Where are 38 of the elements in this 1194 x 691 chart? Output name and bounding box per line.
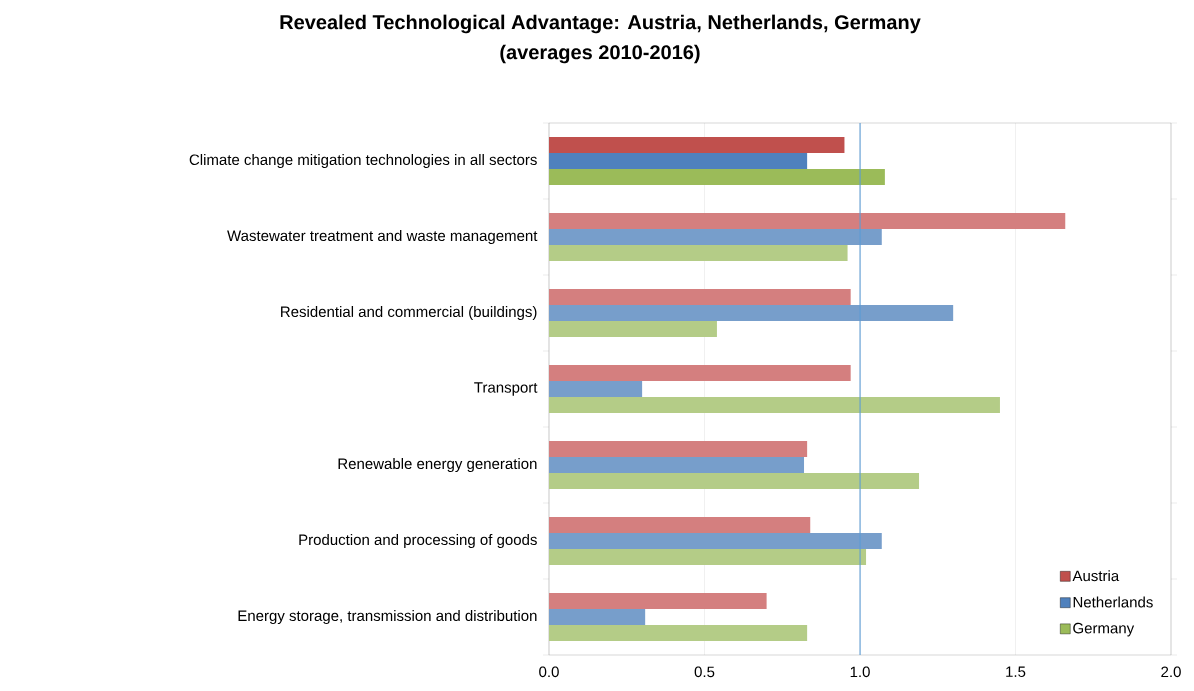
legend-label: Austria	[1072, 570, 1120, 582]
bar	[549, 517, 811, 534]
y-tick-label: Climate change mitigation technologies in all sectors	[189, 154, 537, 168]
bar	[549, 396, 1000, 413]
y-tick-label: Renewable energy generation	[338, 458, 537, 472]
bar	[549, 609, 646, 625]
y-tick-label: Transport	[474, 382, 538, 396]
x-tick-label: 2.0	[1161, 666, 1181, 678]
bar	[549, 320, 717, 337]
bar	[549, 441, 808, 458]
x-tick-label: 0.5	[694, 666, 715, 678]
bar	[549, 213, 1066, 230]
y-tick-label: Energy storage, transmission and distribution	[238, 610, 537, 624]
bar	[549, 624, 808, 641]
bar	[549, 289, 851, 306]
x-tick-label: 1.5	[1006, 666, 1026, 677]
y-tick-label: Production and processing of goods	[299, 534, 537, 548]
bar	[549, 365, 851, 382]
chart-title: Revealed Technological Advantage: Austria, Netherlands, Germany	[280, 14, 921, 34]
bar	[549, 168, 885, 185]
bar	[549, 457, 805, 473]
legend-label: Germany	[1073, 622, 1135, 637]
bar	[549, 244, 848, 261]
bar	[549, 548, 867, 565]
bar	[549, 153, 808, 169]
y-tick-label: Residential and commercial (buildings)	[281, 306, 537, 320]
bar	[549, 472, 920, 489]
bar	[549, 305, 954, 321]
chart-subtitle: (averages 2010-2016)	[500, 44, 700, 64]
x-tick-label: 1.0	[850, 666, 870, 678]
bar	[549, 381, 643, 397]
legend-label: Netherlands	[1073, 596, 1153, 608]
x-tick-label: 0.0	[539, 666, 559, 678]
bar	[549, 229, 882, 245]
bar	[549, 137, 845, 154]
y-tick-label: Wastewater treatment and waste management	[227, 230, 538, 244]
bar	[549, 593, 767, 610]
bar	[549, 533, 882, 549]
